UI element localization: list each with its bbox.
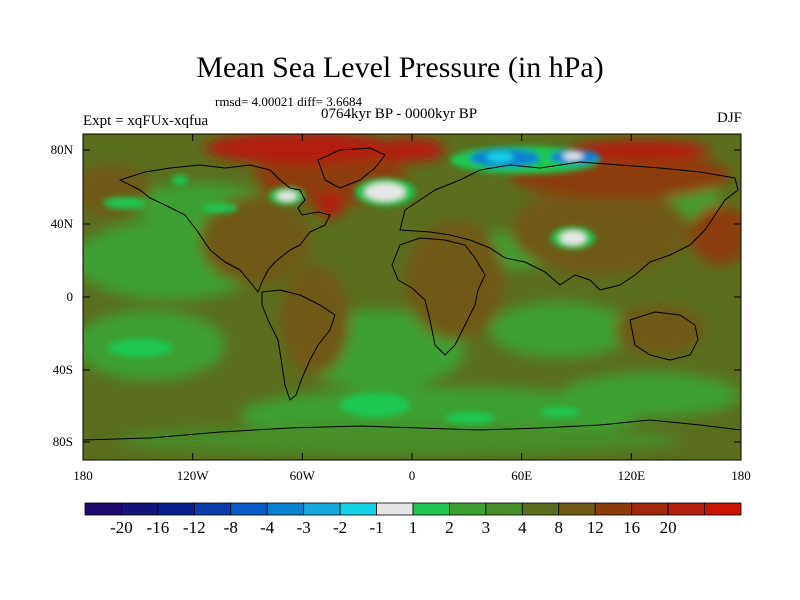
colorbar-label: -4 [260,518,275,537]
field-patch [120,425,680,455]
stats-text: rmsd= 4.00021 diff= 3.6684 [215,94,362,109]
coast-africa [391,237,486,356]
colorbar-box [303,502,341,516]
axis-ticks [83,134,741,460]
field-patch [445,412,495,424]
coast-antarctica [83,419,741,441]
colorbar-box [449,502,487,516]
colorbar-label: 1 [408,518,418,537]
colorbar-label: -3 [296,518,311,537]
field-patch [570,140,710,160]
field-patch [280,265,350,375]
field-patch [172,175,188,185]
field-patch [340,393,410,417]
field-patch [540,407,580,417]
field-patch [202,203,238,213]
lon-label-60e: 60E [511,468,533,483]
coast-australia [629,311,699,361]
lon-label-60w: 60W [289,468,315,483]
colorbar-label: -12 [182,518,206,537]
coast-greenland [317,147,386,189]
colorbar-label: 8 [554,518,564,537]
colorbar-box [157,502,195,516]
lon-label-120w: 120W [176,468,209,483]
colorbar-box [594,502,633,516]
field-patch [103,197,147,209]
field-patch [375,138,445,162]
colorbar-label: -20 [110,518,133,537]
field-patch [510,185,690,275]
colorbar-label: -1 [369,518,384,537]
colorbar-box [339,502,377,516]
colorbar-box [230,502,268,516]
lon-label-180e: 180 [731,468,751,483]
colorbar-box [667,502,705,516]
colorbar-box [485,502,523,516]
field-patch [200,195,310,285]
colorbar-box [704,502,742,516]
field-patch [405,220,505,340]
colorbar-box [266,502,305,516]
colorbar-label: 20 [659,518,677,537]
colorbar-box [412,502,450,516]
season-label: DJF [716,110,742,126]
lat-label-40n: 40N [50,216,73,231]
coastlines [83,147,741,441]
map-field [83,134,741,460]
colorbar-box [521,502,560,516]
colorbar-box [193,502,232,516]
field-patch [690,205,741,265]
lat-label-80n: 80N [50,142,73,157]
coast-south-america [261,289,336,401]
colorbar-box [631,502,669,516]
colorbar-label: 16 [623,518,641,537]
lon-label-180w: 180 [73,468,93,483]
field-patch [277,191,297,201]
plot-title: Mean Sea Level Pressure (in hPa) [196,51,604,84]
colorbar-label: 2 [445,518,454,537]
field-patch [108,339,172,357]
lat-label-40s: 40S [52,362,73,377]
field-patch [365,183,405,201]
colorbar-label: 4 [518,518,527,537]
field-patch [315,193,345,217]
field-patch [490,302,630,358]
colorbar-label: 3 [481,518,491,537]
colorbar-box [376,502,414,516]
colorbar-label: -16 [146,518,170,537]
colorbar-box [558,502,596,516]
coast-eurasia [399,161,739,291]
colorbar-label: 12 [586,518,604,537]
colorbar-box [84,502,122,516]
lon-label-120e: 120E [617,468,646,483]
experiment-label: Expt = xqFUx-xqfua [83,113,209,129]
period-text: 0764kyr BP - 0000kyr BP [321,106,478,122]
colorbar [84,502,742,516]
field-patch [560,231,586,245]
field-patch [560,373,740,417]
field-patch [486,152,514,162]
lat-label-80s: 80S [52,434,73,449]
lon-label-0: 0 [408,468,416,483]
colorbar-box [121,502,159,516]
lat-label-0: 0 [66,289,74,304]
coast-north-america [119,164,331,293]
field-patch [205,134,395,164]
field-patch [563,152,583,160]
colorbar-label: -2 [333,518,348,537]
colorbar-label: -8 [223,518,238,537]
